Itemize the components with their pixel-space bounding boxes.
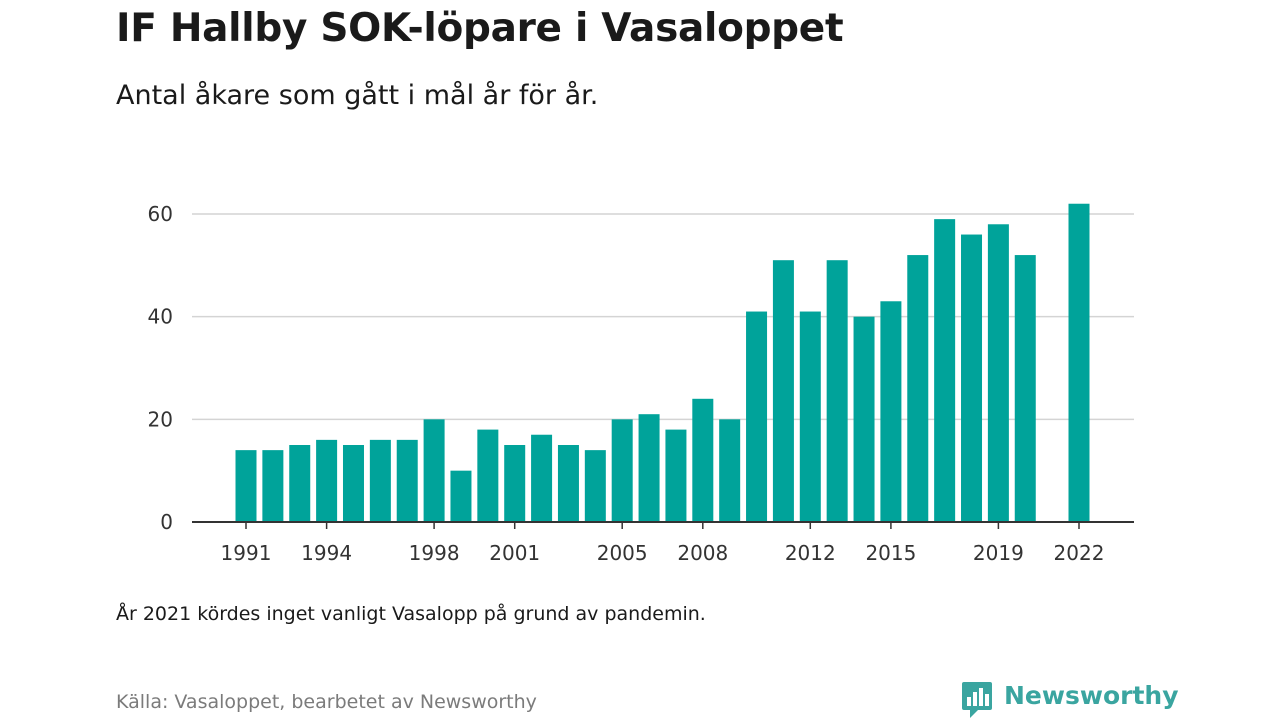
- bar-2002: [531, 434, 553, 522]
- chart-subtitle: Antal åkare som gått i mål år för år.: [116, 80, 599, 111]
- bar-2010: [746, 311, 768, 522]
- bar-2019: [987, 224, 1009, 522]
- bar-2005: [611, 419, 633, 522]
- bar-2003: [557, 445, 579, 522]
- bar-2008: [692, 398, 714, 522]
- bar-2020: [1014, 255, 1036, 523]
- bar-1998: [423, 419, 445, 522]
- x-axis: [192, 521, 1134, 529]
- bar-1995: [342, 445, 364, 522]
- brand-logo: Newsworthy: [960, 680, 1179, 720]
- y-tick-label: 20: [148, 407, 173, 431]
- x-tick-label: 1991: [221, 541, 272, 565]
- y-tick-label: 0: [160, 510, 173, 534]
- x-tick-label: 2001: [489, 541, 540, 565]
- x-tick-label: 2005: [597, 541, 648, 565]
- brand-name: Newsworthy: [1004, 681, 1179, 710]
- bar-chart: 0 20 40 60 1991 1994 1998 2001 2005 2008 2012 2015…: [148, 202, 1134, 565]
- x-tick-label: 1994: [301, 541, 352, 565]
- x-tick-label: 1998: [409, 541, 460, 565]
- bar-2006: [638, 414, 660, 522]
- bar-2015: [880, 301, 902, 522]
- chart-title: IF Hallby SOK-löpare i Vasaloppet: [116, 6, 844, 51]
- source-text: Källa: Vasaloppet, bearbetet av Newswort…: [116, 691, 537, 713]
- bar-2012: [799, 311, 821, 522]
- chart-note: År 2021 kördes inget vanligt Vasalopp på…: [116, 603, 706, 625]
- bar-1994: [316, 439, 338, 522]
- y-axis-labels: 0 20 40 60: [148, 202, 173, 534]
- bar-2011: [772, 260, 794, 522]
- bar-2013: [826, 260, 848, 522]
- bars: [235, 203, 1090, 523]
- y-tick-label: 60: [148, 202, 173, 226]
- bar-2000: [477, 429, 499, 522]
- bar-2022: [1068, 203, 1090, 522]
- x-axis-labels: 1991 1994 1998 2001 2005 2008 2012 2015 2019 2022: [221, 541, 1105, 565]
- newsworthy-logo-icon: [962, 682, 992, 718]
- bar-2004: [584, 450, 606, 522]
- x-tick-label: 2019: [973, 541, 1024, 565]
- x-tick-label: 2022: [1054, 541, 1105, 565]
- bar-2001: [504, 445, 526, 522]
- bar-1996: [369, 439, 391, 522]
- bar-2017: [934, 219, 956, 522]
- bar-2018: [961, 234, 983, 523]
- bar-1991: [235, 450, 257, 522]
- bar-1993: [289, 445, 311, 522]
- bar-1992: [262, 450, 284, 522]
- x-tick-label: 2015: [865, 541, 916, 565]
- x-tick-label: 2012: [785, 541, 836, 565]
- bar-1999: [450, 470, 472, 522]
- x-tick-label: 2008: [677, 541, 728, 565]
- bar-2007: [665, 429, 687, 522]
- bar-2016: [907, 255, 929, 523]
- bar-2014: [853, 316, 875, 522]
- y-tick-label: 40: [148, 305, 173, 329]
- bar-1997: [396, 439, 418, 522]
- bar-2009: [719, 419, 741, 522]
